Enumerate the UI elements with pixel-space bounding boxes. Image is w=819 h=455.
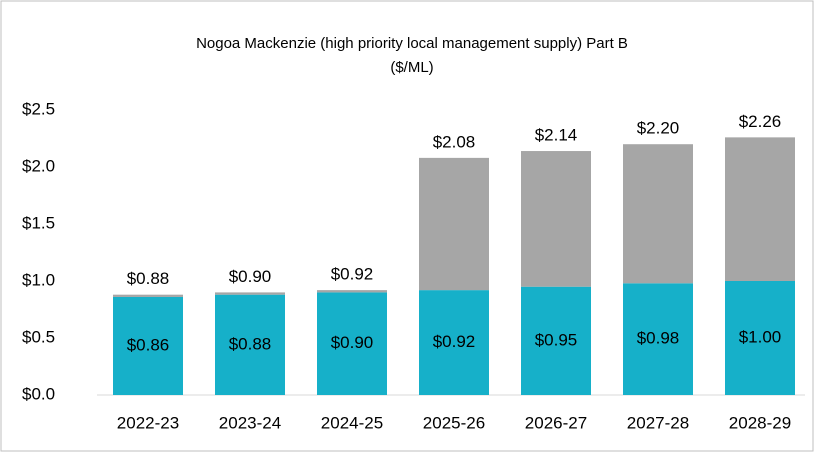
bar-segment (113, 294, 183, 297)
total-label: $0.90 (229, 267, 272, 286)
segment-label: $1.00 (739, 327, 782, 346)
bar-segment (317, 292, 387, 395)
x-tick-label: 2022-23 (117, 413, 179, 432)
chart-subtitle: ($/ML) (390, 59, 433, 76)
total-label: $0.92 (331, 265, 374, 284)
bar-segment (419, 290, 489, 395)
segment-label: $0.90 (331, 333, 374, 352)
bar-segment (215, 294, 285, 395)
x-tick-label: 2028-29 (729, 413, 791, 432)
bar-segment (317, 290, 387, 293)
y-tick-label: $1.5 (22, 213, 55, 232)
segment-label: $0.86 (127, 335, 170, 354)
y-tick-label: $0.0 (22, 384, 55, 403)
total-label: $2.26 (739, 112, 782, 131)
segment-label: $0.88 (229, 334, 272, 353)
bar-segment (215, 292, 285, 295)
bar-segment (725, 137, 795, 281)
y-tick-label: $0.5 (22, 327, 55, 346)
total-label: $2.08 (433, 132, 476, 151)
segment-label: $0.98 (637, 329, 680, 348)
chart-title: Nogoa Mackenzie (high priority local man… (196, 35, 628, 52)
x-tick-label: 2024-25 (321, 413, 383, 432)
segment-label: $0.92 (433, 332, 476, 351)
y-tick-label: $1.0 (22, 270, 55, 289)
total-label: $2.20 (637, 119, 680, 138)
bar-segment (521, 151, 591, 287)
y-tick-label: $2.0 (22, 156, 55, 175)
y-tick-label: $2.5 (22, 99, 55, 118)
bar-segment (113, 296, 183, 395)
x-tick-label: 2025-26 (423, 413, 485, 432)
x-tick-label: 2026-27 (525, 413, 587, 432)
x-tick-label: 2027-28 (627, 413, 689, 432)
bar-segment (623, 144, 693, 284)
bar-segment (725, 281, 795, 395)
bar-segment (623, 283, 693, 395)
total-label: $0.88 (127, 269, 170, 288)
bar-segment (419, 157, 489, 291)
total-label: $2.14 (535, 126, 578, 145)
bar-segment (521, 286, 591, 395)
x-tick-label: 2023-24 (219, 413, 281, 432)
segment-label: $0.95 (535, 330, 578, 349)
